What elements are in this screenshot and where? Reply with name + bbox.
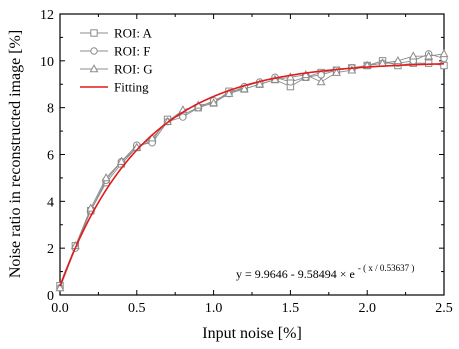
legend-label: ROI: G xyxy=(114,62,153,77)
y-tick-label: 4 xyxy=(47,195,54,210)
legend-item: ROI: F xyxy=(80,44,150,59)
data-point xyxy=(439,48,449,58)
data-point xyxy=(55,283,65,292)
data-point xyxy=(301,70,311,79)
data-point xyxy=(332,67,341,76)
legend-marker xyxy=(90,47,98,55)
y-tick-label: 6 xyxy=(47,149,54,164)
y-tick-label: 8 xyxy=(47,102,54,117)
x-tick-label: 2.0 xyxy=(358,301,376,316)
y-axis-title: Noise ratio in reconstructed image [%] xyxy=(7,30,24,278)
fit-equation-exponent: - ( x / 0.53637 ) xyxy=(358,263,415,273)
legend-label: Fitting xyxy=(114,80,149,95)
data-point xyxy=(424,51,434,60)
x-tick-label: 0.0 xyxy=(51,301,69,316)
y-tick-label: 12 xyxy=(40,8,54,23)
data-point xyxy=(408,51,418,60)
data-point xyxy=(424,59,433,67)
y-axis: 0 2 4 6 8 10 12 xyxy=(40,8,444,304)
data-point xyxy=(440,61,448,70)
y-tick-label: 2 xyxy=(47,242,54,257)
fit-equation: y = 9.9646 - 9.58494 × e - ( x / 0.53637… xyxy=(236,263,414,281)
fit-curve xyxy=(59,62,445,287)
data-point xyxy=(285,72,295,81)
x-axis: 0.0 0.5 1.0 1.5 2.0 2.5 xyxy=(51,14,453,316)
fit-layer xyxy=(59,62,445,287)
x-tick-label: 1.0 xyxy=(205,301,223,316)
legend: ROI: A ROI: F ROI: G Fitting xyxy=(80,26,153,95)
data-point xyxy=(255,79,265,88)
y-tick-label: 0 xyxy=(47,289,54,304)
data-point xyxy=(393,55,403,65)
x-tick-label: 0.5 xyxy=(128,301,146,316)
x-tick-label: 1.5 xyxy=(282,301,300,316)
data-point xyxy=(209,98,219,107)
data-point xyxy=(224,88,234,97)
data-point xyxy=(316,77,326,86)
legend-label: ROI: A xyxy=(114,26,153,41)
data-point xyxy=(347,65,357,74)
fit-equation-base: y = 9.9646 - 9.58494 × e xyxy=(236,267,355,281)
legend-marker xyxy=(90,29,98,37)
data-point xyxy=(101,173,111,182)
legend-item: ROI: A xyxy=(80,26,153,41)
data-point xyxy=(116,156,126,165)
y-tick-label: 10 xyxy=(40,55,54,70)
data-point xyxy=(179,113,187,121)
legend-item: Fitting xyxy=(80,80,149,95)
data-point xyxy=(239,84,249,93)
legend-item: ROI: G xyxy=(80,62,153,77)
legend-marker xyxy=(89,64,99,73)
legend-label: ROI: F xyxy=(114,44,150,59)
data-point xyxy=(86,203,96,212)
x-tick-label: 2.5 xyxy=(435,301,453,316)
x-axis-title: Input noise [%] xyxy=(202,325,302,342)
